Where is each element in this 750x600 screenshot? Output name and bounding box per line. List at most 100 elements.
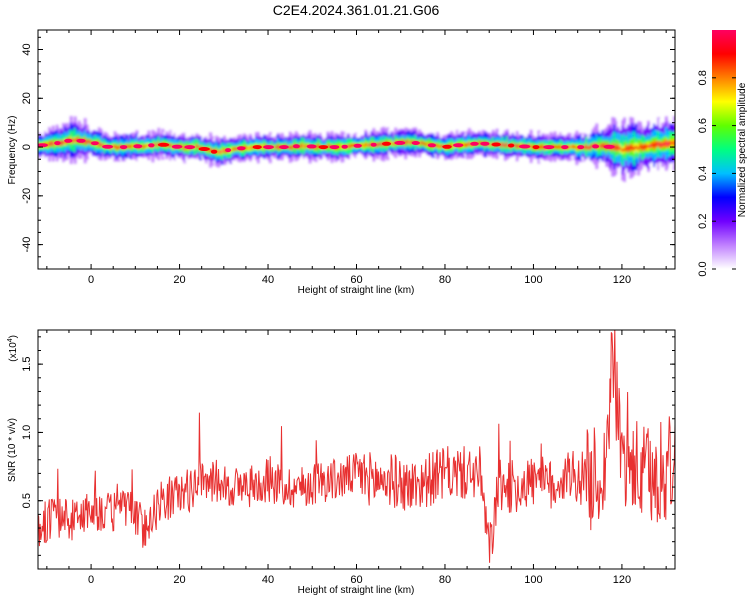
spectrogram-cell [101,145,105,147]
spectrogram-cell [288,146,292,148]
snr-ytick-label: 0.5 [21,493,33,508]
spectrogram-cell [338,145,342,147]
spectrogram-cell [376,144,380,146]
spectrogram-cell [569,146,573,148]
spectrogram-cell [599,145,603,147]
spectrogram-cell [364,143,368,146]
spectrogram-cell [290,147,294,149]
snr-marks [38,330,675,563]
snr-yticks: 0.5 1.0 1.5 [21,336,675,570]
spectrogram-cell [219,151,222,153]
spectrogram-cell [645,145,648,148]
spectrogram-cell [539,146,543,148]
spectrogram-cell [113,145,117,148]
spectrogram-xlabel: Height of straight line (km) [298,285,415,296]
spectrogram-cell [378,143,382,145]
snr-panel: 0 20 40 60 80 100 120 0.5 1.0 1.5 Height of stra… [7,329,676,596]
spectrogram-cell [464,144,467,146]
spectrogram-cell [272,147,276,149]
spectrogram-peak [198,147,210,151]
spectrogram-cell [571,145,575,147]
spectrogram-cell [503,145,507,147]
spectrogram-cell [169,144,173,147]
snr-xticks: 0 20 40 60 80 100 120 [46,330,667,586]
spectrogram-peak [603,144,615,149]
spectrogram-cell [129,145,133,148]
spectrogram-cell [326,145,330,147]
spectrogram-cell [643,145,646,149]
spectrogram-cell [183,147,187,149]
spectrogram-cell [410,141,413,144]
spectrogram-peak [148,143,155,148]
spectrogram-cell [436,145,439,147]
snr-xtick-label: 120 [613,574,631,586]
spectrogram-peak [453,143,464,148]
spectrogram-cell [637,147,640,150]
colorbar-label: Normalized spectral amplitude [737,82,748,217]
spectrogram-cell [651,143,654,146]
spectrogram-cell [513,144,517,147]
spectrogram-yticks: -40 -20 0 20 40 [21,36,675,270]
spectrogram-cell [541,145,545,148]
spectrogram-peak [306,144,317,149]
spectrogram-peak [491,142,501,147]
spectrogram-cell [276,145,280,148]
colorbar-gradient [712,30,736,269]
spectrogram-peak [394,140,406,145]
colorbar-tick-label: 0.8 [697,70,709,85]
spectrogram-cell [625,147,628,150]
spectrogram-cell [641,146,644,149]
spectrogram-peak [470,141,479,146]
spectrogram-peak [318,145,329,150]
snr-series-line [38,330,675,563]
spectrogram-cell [48,143,51,146]
spectrogram-cell [661,143,664,147]
spectrogram-cell [87,140,91,142]
spectrogram-peak [237,146,246,151]
spectrogram-peak [184,145,195,150]
spectrogram-cell [487,143,491,146]
spectrogram-cell [360,144,364,146]
spectrogram-cell [477,142,481,144]
snr-ylabel: SNR (10 * v/v) [7,418,18,482]
spectrogram-cell [671,141,674,145]
spectrogram-cell [127,145,131,148]
spectrogram-cell [587,147,591,149]
spectrogram-cell [99,144,103,146]
spectrogram-cell [346,145,350,148]
spectrogram-peak [91,141,99,146]
spectrogram-cell [390,142,394,144]
spectrogram-peak [480,141,490,146]
spectrogram-cell [298,146,302,148]
spectrogram-cell [125,145,129,147]
spectrogram-cell [557,146,561,148]
spectrogram-peak [157,142,170,147]
spectrogram-cell [245,146,248,149]
spectrogram-cell [406,140,410,143]
spectrogram-cell [426,143,429,146]
spectrogram-cell [380,143,384,145]
spectrogram-cell [117,147,121,149]
spectrogram-cell [657,142,660,145]
spectrogram-cell [197,145,200,147]
colorbar-tick-label: 0.2 [697,214,709,229]
spectrogram-cell [261,146,264,148]
spectrogram-cell [575,147,579,149]
spectrogram-cell [567,146,571,148]
spectrogram-ytick-label: -20 [21,188,33,204]
spectrogram-peak [210,149,218,154]
spectrogram-cell [115,147,119,149]
spectrogram-ytick-label: 20 [21,92,33,104]
spectrogram-cell [368,144,372,146]
figure-title: C2E4.2024.361.01.21.G06 [273,2,440,18]
spectrogram-cell [501,143,505,145]
spectrogram-cell [392,143,396,145]
spectrogram-cell [468,142,471,144]
spectrogram-peak [76,138,86,143]
spectrogram-xtick-label: 60 [350,274,362,286]
spectrogram-cell [573,146,577,148]
snr-xtick-label: 80 [439,574,451,586]
spectrogram-cell [49,142,53,145]
spectrogram-peak [577,145,585,150]
snr-multiplier-exp: 4 [7,338,14,342]
